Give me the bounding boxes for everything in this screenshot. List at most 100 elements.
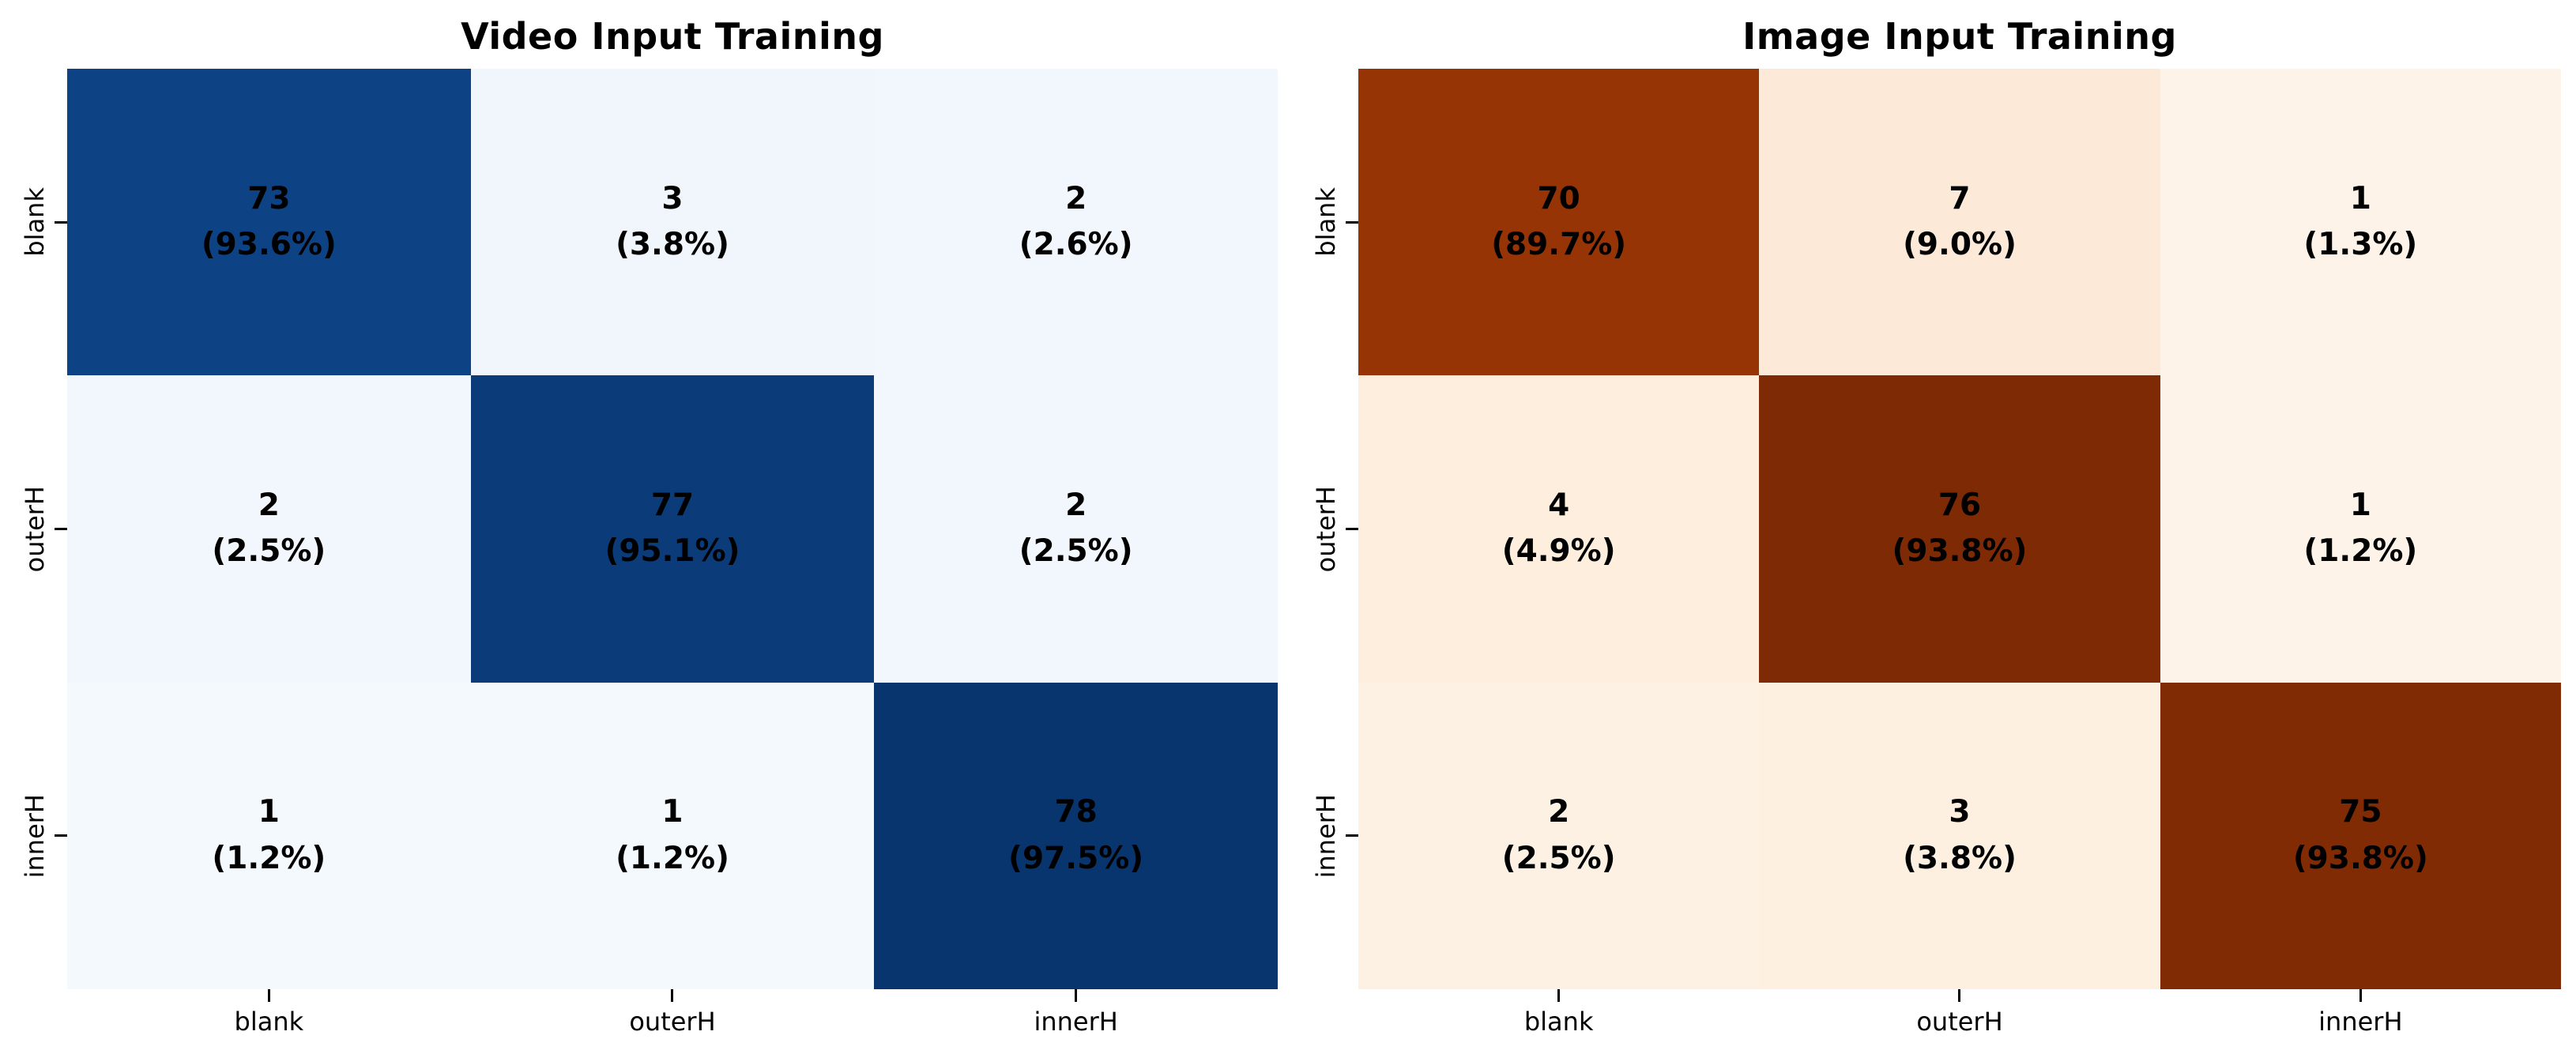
matrix-cell-r2c0: 1 (1.2%): [67, 682, 471, 989]
y-tick-label: outerH: [20, 485, 50, 573]
cell-count: 1: [2349, 180, 2371, 216]
matrix-cell-r2c2: 75 (93.8%): [2160, 682, 2561, 989]
matrix-cell-r0c0: 73 (93.6%): [67, 69, 471, 376]
x-tick-blank: blank: [1358, 989, 1759, 1034]
matrix-cell-r1c0: 4 (4.9%): [1358, 375, 1760, 683]
cell-percent: (93.6%): [201, 227, 337, 263]
x-tick-mark: [267, 989, 270, 1002]
cell-count: 4: [1548, 487, 1570, 523]
cell-count: 2: [1065, 180, 1087, 216]
matrix-cell-r0c2: 2 (2.6%): [874, 69, 1278, 376]
y-tick-label: innerH: [20, 793, 50, 878]
cell-count: 7: [1949, 180, 1971, 216]
y-tick-label: innerH: [1311, 793, 1341, 878]
matrix-cell-r2c2: 78 (97.5%): [874, 682, 1278, 989]
y-tick-row-blank: blank: [0, 69, 67, 375]
y-tick-row-outerh: outerH: [1291, 375, 1358, 682]
cell-count: 70: [1537, 180, 1580, 216]
chart-title-image: Image Input Training: [1742, 15, 2177, 58]
x-axis-image: blank outerH innerH: [1358, 989, 2561, 1054]
y-tick-label: outerH: [1311, 485, 1341, 573]
cell-percent: (1.3%): [2303, 227, 2418, 263]
x-tick-outerh: outerH: [1759, 989, 2160, 1034]
cell-percent: (1.2%): [212, 840, 326, 876]
cell-count: 1: [258, 794, 280, 830]
x-tick-mark: [671, 989, 674, 1002]
x-tick-mark: [1557, 989, 1561, 1002]
heatmap-panel-video: Video Input Training blank outerH innerH…: [0, 0, 1278, 1054]
cell-percent: (9.0%): [1903, 227, 2017, 263]
x-tick-mark: [2359, 989, 2362, 1002]
x-tick-label: outerH: [629, 1007, 716, 1037]
x-tick-mark: [1075, 989, 1078, 1002]
matrix-cell-r1c1: 76 (93.8%): [1759, 375, 2160, 683]
x-tick-outerh: outerH: [471, 989, 875, 1034]
cell-percent: (3.8%): [1903, 840, 2017, 876]
y-tick-row-blank: blank: [1291, 69, 1358, 375]
matrix-cell-r1c2: 1 (1.2%): [2160, 375, 2561, 683]
cell-count: 3: [661, 180, 684, 216]
cell-count: 1: [2349, 487, 2371, 523]
cell-percent: (93.8%): [2292, 840, 2428, 876]
x-tick-innerh: innerH: [874, 989, 1278, 1034]
cell-percent: (97.5%): [1008, 840, 1144, 876]
x-tick-blank: blank: [67, 989, 471, 1034]
chart-title-video: Video Input Training: [461, 15, 884, 58]
cell-percent: (1.2%): [616, 840, 729, 876]
matrix-cell-r1c0: 2 (2.5%): [67, 375, 471, 683]
x-tick-label: blank: [1523, 1007, 1594, 1037]
heatmap-grid-video: 73 (93.6%) 3 (3.8%) 2 (2.6%) 2 (2.5%) 77…: [67, 69, 1278, 989]
y-tick-row-outerh: outerH: [0, 375, 67, 682]
x-axis-video: blank outerH innerH: [67, 989, 1278, 1054]
cell-percent: (93.8%): [1892, 533, 2028, 570]
matrix-cell-r0c1: 3 (3.8%): [470, 69, 875, 376]
cell-percent: (2.5%): [1019, 533, 1133, 570]
y-tick-label: blank: [1311, 187, 1341, 257]
y-tick-label: blank: [20, 187, 50, 257]
cell-count: 3: [1949, 794, 1971, 830]
y-axis-video: blank outerH innerH: [0, 69, 67, 989]
heatmap-panel-image: Image Input Training blank outerH innerH…: [1291, 0, 2561, 1054]
cell-count: 75: [2339, 794, 2382, 830]
y-tick-mark: [55, 220, 67, 224]
x-tick-label: innerH: [2318, 1007, 2403, 1037]
x-tick-mark: [1958, 989, 1961, 1002]
cell-percent: (2.5%): [212, 533, 326, 570]
heatmap-grid-image: 70 (89.7%) 7 (9.0%) 1 (1.3%) 4 (4.9%) 76…: [1358, 69, 2561, 989]
y-tick-mark: [1346, 220, 1358, 224]
cell-count: 2: [1548, 794, 1570, 830]
y-tick-mark: [55, 834, 67, 838]
y-tick-row-innerh: innerH: [0, 683, 67, 989]
matrix-cell-r0c2: 1 (1.3%): [2160, 69, 2561, 376]
matrix-cell-r2c1: 3 (3.8%): [1759, 682, 2160, 989]
cell-percent: (89.7%): [1491, 227, 1627, 263]
x-tick-label: innerH: [1034, 1007, 1118, 1037]
cell-count: 2: [258, 487, 280, 523]
cell-percent: (2.5%): [1501, 840, 1616, 876]
cell-percent: (3.8%): [616, 227, 729, 263]
y-tick-mark: [1346, 527, 1358, 530]
cell-count: 77: [650, 487, 695, 523]
matrix-cell-r2c0: 2 (2.5%): [1358, 682, 1760, 989]
y-axis-image: blank outerH innerH: [1291, 69, 1358, 989]
y-tick-mark: [1346, 834, 1358, 838]
y-tick-mark: [55, 527, 67, 530]
matrix-cell-r2c1: 1 (1.2%): [470, 682, 875, 989]
cell-count: 1: [661, 794, 684, 830]
cell-count: 73: [247, 180, 291, 216]
matrix-cell-r1c1: 77 (95.1%): [470, 375, 875, 683]
x-tick-label: outerH: [1916, 1007, 2003, 1037]
cell-percent: (1.2%): [2303, 533, 2418, 570]
x-tick-innerh: innerH: [2160, 989, 2561, 1034]
cell-percent: (95.1%): [604, 533, 740, 570]
matrix-cell-r0c0: 70 (89.7%): [1358, 69, 1760, 376]
cell-percent: (2.6%): [1019, 227, 1133, 263]
cell-count: 76: [1938, 487, 1982, 523]
cell-count: 2: [1065, 487, 1087, 523]
y-tick-row-innerh: innerH: [1291, 683, 1358, 989]
matrix-cell-r0c1: 7 (9.0%): [1759, 69, 2160, 376]
cell-percent: (4.9%): [1501, 533, 1616, 570]
matrix-cell-r1c2: 2 (2.5%): [874, 375, 1278, 683]
cell-count: 78: [1054, 794, 1098, 830]
x-tick-label: blank: [234, 1007, 304, 1037]
